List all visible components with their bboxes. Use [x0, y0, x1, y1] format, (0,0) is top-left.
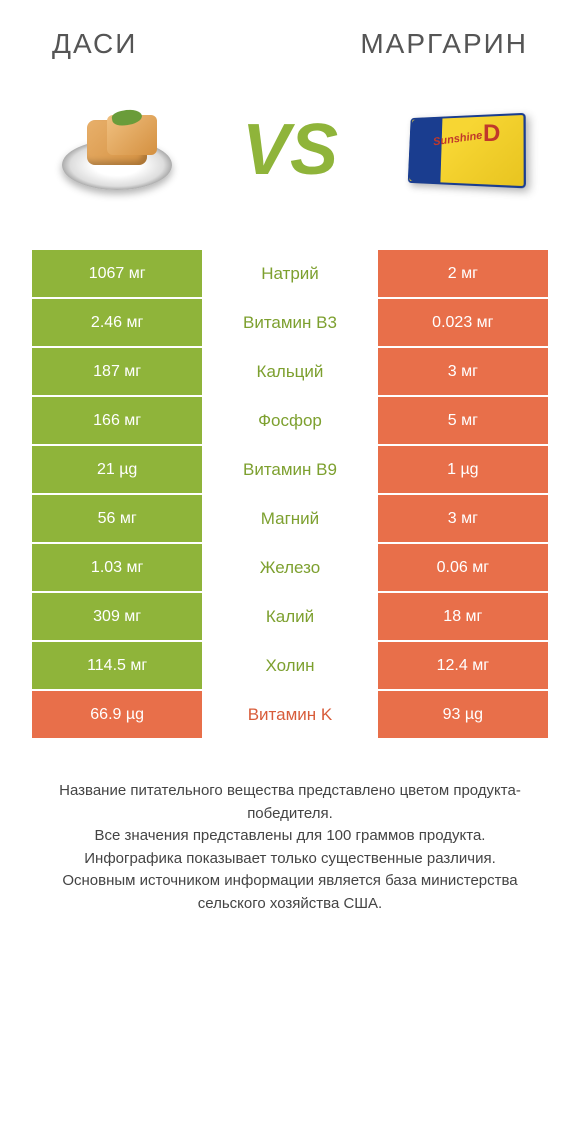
nutrient-name: Витамин K: [202, 691, 377, 738]
left-value: 1.03 мг: [32, 544, 202, 591]
table-row: 2.46 мгВитамин B30.023 мг: [32, 299, 548, 348]
margarine-block-icon: Sunshine D: [393, 105, 533, 195]
nutrient-name: Витамин B9: [202, 446, 377, 493]
dashi-bowl-icon: [57, 110, 177, 190]
table-row: 114.5 мгХолин12.4 мг: [32, 642, 548, 691]
table-row: 1067 мгНатрий2 мг: [32, 250, 548, 299]
table-row: 309 мгКалий18 мг: [32, 593, 548, 642]
left-value: 166 мг: [32, 397, 202, 444]
nutrient-name: Холин: [202, 642, 377, 689]
nutrient-name: Кальций: [202, 348, 377, 395]
left-product-image: [42, 90, 192, 210]
nutrient-name: Железо: [202, 544, 377, 591]
footer-notes: Название питательного вещества представл…: [32, 780, 548, 915]
left-product-title: ДАСИ: [52, 28, 137, 60]
left-value: 187 мг: [32, 348, 202, 395]
right-value: 3 мг: [378, 348, 548, 395]
table-row: 56 мгМагний3 мг: [32, 495, 548, 544]
header: ДАСИ МАРГАРИН: [32, 28, 548, 60]
product-images-row: VS Sunshine D: [32, 90, 548, 210]
footer-line-1: Название питательного вещества представл…: [42, 780, 538, 825]
table-row: 187 мгКальций3 мг: [32, 348, 548, 397]
left-value: 2.46 мг: [32, 299, 202, 346]
nutrient-name: Фосфор: [202, 397, 377, 444]
right-value: 1 µg: [378, 446, 548, 493]
right-value: 0.06 мг: [378, 544, 548, 591]
right-value: 2 мг: [378, 250, 548, 297]
nutrient-name: Витамин B3: [202, 299, 377, 346]
table-row: 21 µgВитамин B91 µg: [32, 446, 548, 495]
footer-line-3: Инфографика показывает только существенн…: [42, 848, 538, 871]
nutrient-name: Калий: [202, 593, 377, 640]
right-value: 5 мг: [378, 397, 548, 444]
left-value: 309 мг: [32, 593, 202, 640]
footer-line-2: Все значения представлены для 100 граммо…: [42, 825, 538, 848]
right-value: 0.023 мг: [378, 299, 548, 346]
comparison-table: 1067 мгНатрий2 мг2.46 мгВитамин B30.023 …: [32, 250, 548, 740]
right-value: 3 мг: [378, 495, 548, 542]
left-value: 56 мг: [32, 495, 202, 542]
nutrient-name: Натрий: [202, 250, 377, 297]
left-value: 21 µg: [32, 446, 202, 493]
right-value: 18 мг: [378, 593, 548, 640]
footer-line-4: Основным источником информации является …: [42, 870, 538, 915]
vs-label: VS: [242, 109, 338, 191]
table-row: 166 мгФосфор5 мг: [32, 397, 548, 446]
right-product-image: Sunshine D: [388, 90, 538, 210]
left-value: 1067 мг: [32, 250, 202, 297]
table-row: 1.03 мгЖелезо0.06 мг: [32, 544, 548, 593]
right-value: 93 µg: [378, 691, 548, 738]
nutrient-name: Магний: [202, 495, 377, 542]
right-product-title: МАРГАРИН: [360, 28, 528, 60]
table-row: 66.9 µgВитамин K93 µg: [32, 691, 548, 740]
right-value: 12.4 мг: [378, 642, 548, 689]
left-value: 114.5 мг: [32, 642, 202, 689]
left-value: 66.9 µg: [32, 691, 202, 738]
